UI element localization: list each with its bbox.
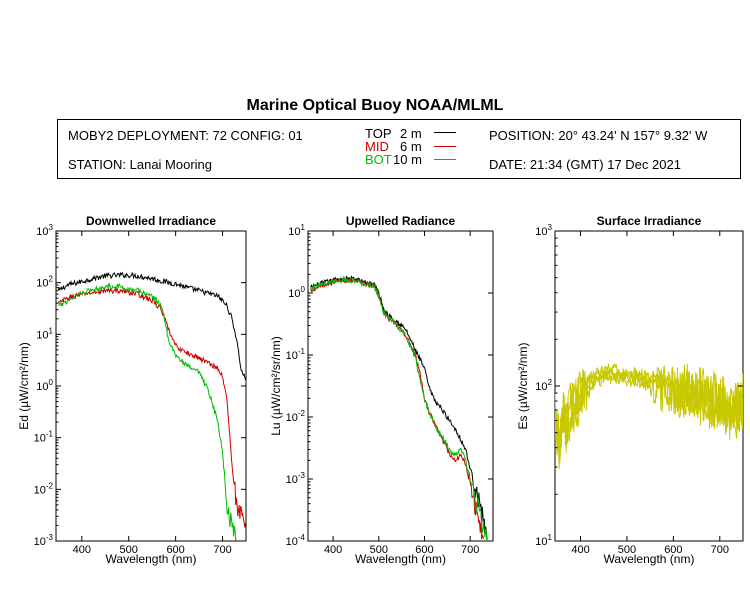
date-text: DATE: 21:34 (GMT) 17 Dec 2021 [489,157,681,172]
es-xtick-label: 500 [618,544,636,556]
ed-ytick-label: 10-2 [34,481,54,496]
legend-mid-label: MID [365,139,389,154]
lu-xtick-label: 600 [415,544,433,556]
es-ytick-label: 102 [535,378,552,393]
lu-ytick-label: 101 [288,223,305,238]
legend-mid-swatch [434,146,456,147]
ed-xaxis-label: Wavelength (nm) [106,552,197,566]
ed-xtick-label: 400 [73,544,91,556]
legend-bot-label: BOT [365,152,392,167]
es-series-es-3 [555,365,743,463]
lu-ytick-label: 10-1 [286,347,306,362]
lu-ytick-label: 10-3 [286,471,306,486]
es-yaxis-label: Es (µW/cm²/nm) [516,343,530,430]
lu-xtick-label: 400 [324,544,342,556]
es-panel-title: Surface Irradiance [597,214,702,228]
lu-ytick-label: 10-2 [286,409,306,424]
ed-xtick-label: 700 [213,544,231,556]
ed-series-top [57,271,246,381]
lu-panel-title: Upwelled Radiance [346,214,456,228]
legend-bot-swatch [434,159,456,160]
ed-series-bot [58,282,237,541]
legend-bot-depth: 10 m [393,152,422,167]
ed-xtick-label: 600 [166,544,184,556]
ed-ytick-label: 101 [36,326,53,341]
ed-ytick-label: 102 [36,275,53,290]
position-text: POSITION: 20° 43.24' N 157° 9.32' W [489,128,708,143]
lu-series-bot [309,275,489,541]
es-xtick-label: 700 [711,544,729,556]
station-text: STATION: Lanai Mooring [68,157,213,172]
lu-series-mid [310,277,485,540]
ed-ytick-label: 10-1 [34,430,54,445]
ed-ytick-label: 10-3 [34,533,54,548]
lu-ytick-label: 100 [288,285,305,300]
lu-series-top [309,275,488,541]
deployment-text: MOBY2 DEPLOYMENT: 72 CONFIG: 01 [68,128,303,143]
lu-xtick-label: 500 [370,544,388,556]
lu-yaxis-label: Lu (µW/cm²/sr/nm) [269,336,283,436]
ed-xtick-label: 500 [120,544,138,556]
es-ytick-label: 103 [535,223,552,238]
chart-title: Marine Optical Buoy NOAA/MLML [246,97,504,114]
info-box: MOBY2 DEPLOYMENT: 72 CONFIG: 01 STATION:… [57,119,741,179]
ed-yaxis-label: Ed (µW/cm²/nm) [17,342,31,430]
es-ytick-label: 101 [535,533,552,548]
lu-xtick-label: 700 [461,544,479,556]
ed-ytick-label: 100 [36,378,53,393]
es-series-es-4 [555,363,743,461]
legend-top-swatch [434,132,456,133]
legend-top-depth: 2 m [400,126,422,141]
lu-xaxis-label: Wavelength (nm) [355,552,446,566]
es-xtick-label: 400 [571,544,589,556]
es-xaxis-label: Wavelength (nm) [604,552,695,566]
legend-top-label: TOP [365,126,392,141]
lu-plot-frame [307,230,494,542]
ed-series-mid [57,286,246,528]
ed-ytick-label: 103 [36,223,53,238]
legend-mid-depth: 6 m [400,139,422,154]
ed-panel-title: Downwelled Irradiance [86,214,216,228]
es-xtick-label: 600 [664,544,682,556]
lu-ytick-label: 10-4 [286,533,306,548]
